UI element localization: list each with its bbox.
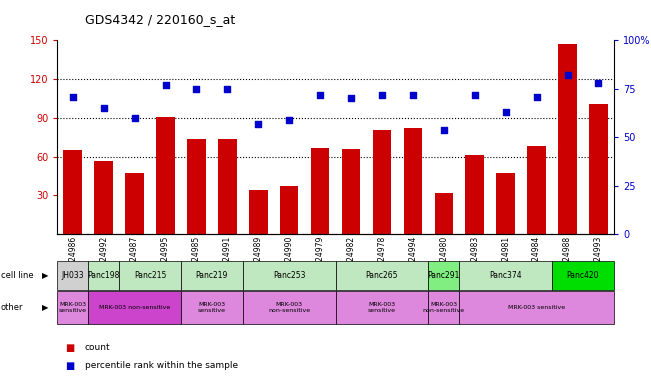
Bar (465, 156, 484, 234)
Text: ▶: ▶ (42, 303, 49, 312)
Bar (63, 150, 82, 234)
Point (315, 91, 326, 98)
Point (68, 93, 78, 99)
Point (160, 82, 171, 88)
Bar (496, 174, 515, 234)
Text: MRK-003
sensitive: MRK-003 sensitive (59, 302, 87, 313)
Text: MRK-003 non-sensitive: MRK-003 non-sensitive (99, 305, 170, 310)
Bar (342, 149, 360, 234)
Point (346, 95, 356, 101)
Point (562, 72, 573, 78)
Bar (372, 129, 391, 234)
Point (377, 91, 387, 98)
Bar (589, 104, 607, 234)
Bar (187, 139, 206, 234)
Text: ■: ■ (65, 361, 74, 371)
Point (222, 86, 232, 92)
Bar (404, 128, 422, 234)
Point (191, 86, 202, 92)
Bar (434, 193, 453, 234)
Text: Panc265: Panc265 (366, 271, 398, 280)
Text: MRK-003
non-sensitive: MRK-003 non-sensitive (268, 302, 311, 313)
Text: MRK-003
non-sensitive: MRK-003 non-sensitive (422, 302, 465, 313)
Text: other: other (1, 303, 23, 312)
Point (284, 117, 294, 123)
Text: JH033: JH033 (61, 271, 84, 280)
Text: count: count (85, 343, 110, 352)
Text: cell line: cell line (1, 271, 33, 280)
Text: Panc219: Panc219 (196, 271, 228, 280)
Bar (558, 44, 577, 234)
Bar (125, 174, 144, 234)
Text: MRK-003
sensitive: MRK-003 sensitive (198, 302, 226, 313)
Bar (527, 146, 546, 234)
Text: GDS4342 / 220160_s_at: GDS4342 / 220160_s_at (85, 13, 235, 26)
Bar (156, 117, 174, 234)
Text: Panc420: Panc420 (567, 271, 599, 280)
Point (593, 80, 603, 86)
Bar (218, 139, 236, 234)
Text: ■: ■ (65, 343, 74, 353)
Point (130, 115, 140, 121)
Bar (94, 161, 113, 234)
Point (501, 109, 511, 115)
Text: percentile rank within the sample: percentile rank within the sample (85, 361, 238, 370)
Text: ▶: ▶ (42, 271, 49, 280)
Bar (280, 186, 298, 234)
Text: MRK-003
sensitive: MRK-003 sensitive (368, 302, 396, 313)
Text: Panc198: Panc198 (87, 271, 120, 280)
Point (439, 126, 449, 132)
Bar (249, 190, 268, 234)
Bar (311, 147, 329, 234)
Text: Panc374: Panc374 (490, 271, 522, 280)
Text: Panc291: Panc291 (428, 271, 460, 280)
Text: Panc253: Panc253 (273, 271, 305, 280)
Text: Panc215: Panc215 (134, 271, 166, 280)
Point (408, 91, 418, 98)
Point (469, 91, 480, 98)
Text: MRK-003 sensitive: MRK-003 sensitive (508, 305, 565, 310)
Point (531, 93, 542, 99)
Point (98, 105, 109, 111)
Point (253, 121, 264, 127)
